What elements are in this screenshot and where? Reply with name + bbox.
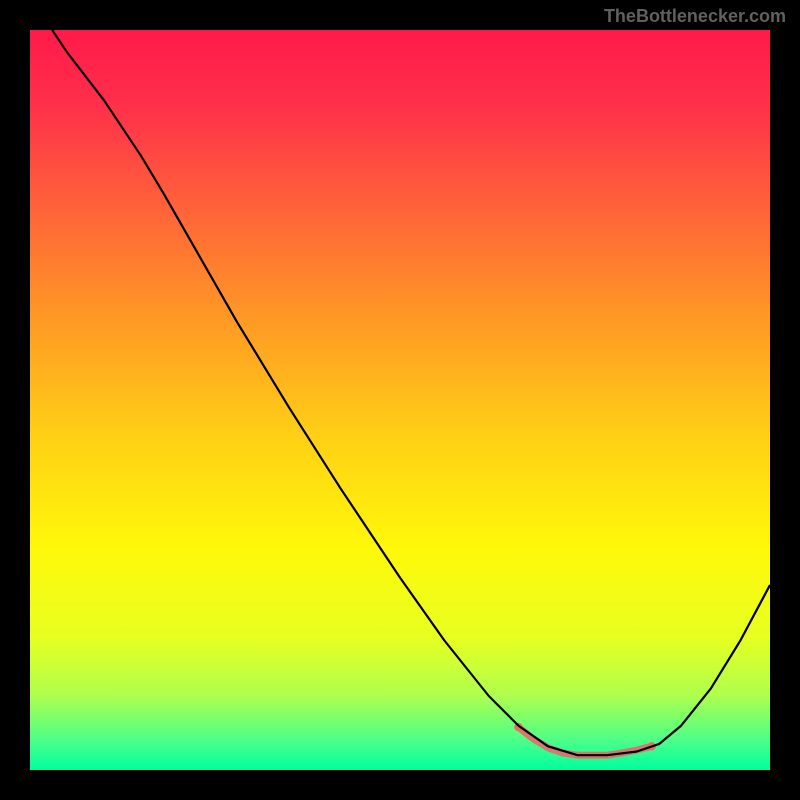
chart-container: [30, 30, 770, 770]
chart-background: [30, 30, 770, 770]
attribution-text: TheBottlenecker.com: [604, 6, 786, 27]
bottleneck-chart: [30, 30, 770, 770]
